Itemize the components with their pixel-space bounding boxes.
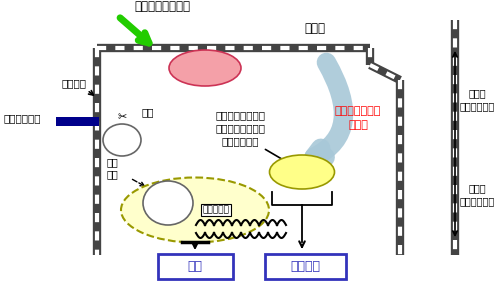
Text: 分化抑制因子: 分化抑制因子: [4, 113, 42, 123]
Text: 細胞極性: 細胞極性: [290, 259, 320, 272]
Ellipse shape: [270, 155, 334, 189]
Text: 脳膜側
（脳の外側）: 脳膜側 （脳の外側）: [460, 183, 494, 207]
Text: 核に
移動: 核に 移動: [106, 157, 118, 179]
Text: 分化: 分化: [188, 259, 202, 272]
Text: ✂: ✂: [118, 112, 126, 122]
Text: 活性制御: 活性制御: [62, 78, 87, 88]
Ellipse shape: [121, 177, 269, 243]
Text: 切断: 切断: [142, 107, 154, 117]
Text: 脳室面: 脳室面: [304, 21, 326, 34]
Bar: [56, 117, 99, 126]
Text: 遺伝子発現によら
ない細胞極性制御
因子の活性化: 遺伝子発現によら ない細胞極性制御 因子の活性化: [215, 110, 265, 146]
Text: 遺伝子発現: 遺伝子発現: [202, 206, 230, 215]
FancyBboxPatch shape: [158, 254, 232, 279]
Text: フィードバック
ループ: フィードバック ループ: [335, 106, 381, 130]
Text: 細胞極性制御因子: 細胞極性制御因子: [134, 1, 190, 14]
FancyBboxPatch shape: [264, 254, 345, 279]
FancyArrowPatch shape: [314, 62, 344, 157]
Ellipse shape: [103, 124, 141, 156]
Ellipse shape: [143, 181, 193, 225]
Ellipse shape: [169, 50, 241, 86]
Text: 脳室側
（脳の内側）: 脳室側 （脳の内側）: [460, 88, 494, 112]
